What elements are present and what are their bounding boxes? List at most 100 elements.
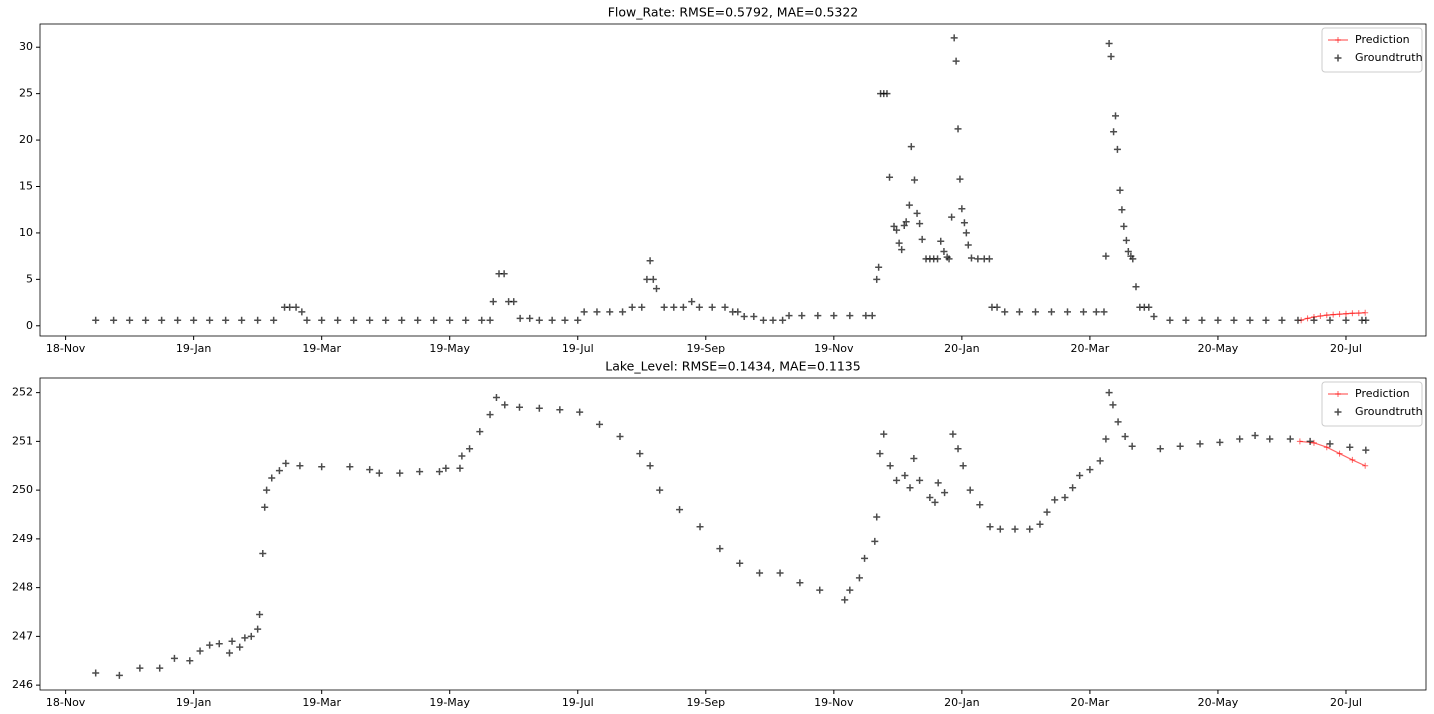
groundtruth-marker <box>366 316 374 324</box>
groundtruth-marker <box>873 513 881 521</box>
groundtruth-marker <box>574 316 582 324</box>
groundtruth-marker <box>476 428 484 436</box>
y-tick-label: 246 <box>12 678 33 691</box>
groundtruth-marker <box>158 316 166 324</box>
groundtruth-marker <box>366 466 374 474</box>
groundtruth-marker <box>1145 303 1153 311</box>
groundtruth-marker <box>263 486 271 494</box>
groundtruth-marker <box>926 493 934 501</box>
groundtruth-marker <box>196 647 204 655</box>
groundtruth-marker <box>206 641 214 649</box>
x-tick-label: 19-May <box>429 342 470 355</box>
groundtruth-marker <box>902 218 910 226</box>
groundtruth-marker <box>779 316 787 324</box>
groundtruth-marker <box>561 316 569 324</box>
groundtruth-marker <box>1120 222 1128 230</box>
groundtruth-marker <box>670 303 678 311</box>
groundtruth-marker <box>1092 308 1100 316</box>
groundtruth-marker <box>1166 316 1174 324</box>
groundtruth-marker <box>435 468 443 476</box>
x-tick-label: 20-Mar <box>1071 342 1110 355</box>
groundtruth-marker <box>261 503 269 511</box>
prediction-marker <box>1310 439 1317 446</box>
groundtruth-marker <box>798 312 806 320</box>
x-tick-label: 19-Jul <box>562 342 594 355</box>
groundtruth-marker <box>949 430 957 438</box>
groundtruth-marker <box>442 464 450 472</box>
groundtruth-marker <box>708 303 716 311</box>
groundtruth-marker <box>873 275 881 283</box>
groundtruth-marker <box>334 316 342 324</box>
y-tick-label: 251 <box>12 434 33 447</box>
groundtruth-marker <box>636 450 644 458</box>
groundtruth-marker <box>1105 389 1113 397</box>
prediction-marker <box>1304 315 1311 322</box>
groundtruth-marker <box>286 303 294 311</box>
groundtruth-marker <box>1196 440 1204 448</box>
groundtruth-marker <box>750 313 758 320</box>
groundtruth-marker <box>1105 40 1113 47</box>
x-tick-label: 19-Mar <box>302 696 341 709</box>
groundtruth-marker <box>1342 316 1350 324</box>
groundtruth-marker <box>1113 145 1121 153</box>
groundtruth-marker <box>736 559 744 567</box>
subplot: Flow_Rate: RMSE=0.5792, MAE=0.5322 18-Nov… <box>19 5 1427 355</box>
x-tick-label: 20-Jul <box>1330 696 1362 709</box>
groundtruth-marker <box>466 445 474 453</box>
groundtruth-marker <box>1230 316 1238 324</box>
groundtruth-marker <box>259 550 267 557</box>
groundtruth-marker <box>142 316 150 324</box>
prediction-marker <box>1349 456 1356 463</box>
groundtruth-marker <box>110 316 118 324</box>
groundtruth-marker <box>1036 520 1044 528</box>
x-tick-label: 20-Mar <box>1071 696 1110 709</box>
groundtruth-marker <box>174 316 182 324</box>
groundtruth-marker <box>886 462 894 470</box>
prediction-marker <box>1362 462 1369 469</box>
groundtruth-marker <box>298 308 306 316</box>
groundtruth-marker <box>941 489 949 497</box>
groundtruth-marker <box>1306 437 1314 445</box>
groundtruth-marker <box>830 312 838 320</box>
legend-label: Prediction <box>1355 387 1410 400</box>
groundtruth-marker <box>396 469 404 477</box>
axes-frame <box>39 377 1427 691</box>
groundtruth-marker <box>646 462 654 470</box>
groundtruth-marker <box>740 313 748 320</box>
x-tick-label: 20-Jan <box>944 342 980 355</box>
groundtruth-marker <box>913 209 921 217</box>
groundtruth-marker <box>606 308 614 316</box>
groundtruth-marker <box>846 312 854 320</box>
groundtruth-marker <box>996 525 1004 533</box>
groundtruth-marker <box>841 596 849 604</box>
groundtruth-marker <box>228 637 236 645</box>
groundtruth-marker <box>890 222 898 230</box>
groundtruth-marker <box>136 664 144 672</box>
groundtruth-marker <box>1128 442 1136 450</box>
groundtruth-marker <box>92 669 100 677</box>
groundtruth-marker <box>275 467 283 475</box>
groundtruth-marker <box>1294 316 1302 324</box>
groundtruth-marker <box>225 649 233 657</box>
groundtruth-marker <box>934 479 942 487</box>
y-tick-label: 0 <box>26 319 33 332</box>
groundtruth-marker <box>268 474 276 482</box>
groundtruth-marker <box>918 235 926 243</box>
y-tick-label: 5 <box>26 272 33 285</box>
groundtruth-marker <box>886 173 894 181</box>
x-tick-label: 19-Jul <box>562 696 594 709</box>
x-tick-label: 20-Jul <box>1330 342 1362 355</box>
groundtruth-marker <box>1251 432 1259 440</box>
groundtruth-marker <box>985 255 993 263</box>
groundtruth-marker <box>679 303 687 311</box>
groundtruth-marker <box>900 222 908 229</box>
groundtruth-marker <box>458 452 466 460</box>
groundtruth-marker <box>676 506 684 514</box>
groundtruth-marker <box>948 213 956 221</box>
x-tick-label: 18-Nov <box>46 696 86 709</box>
groundtruth-marker <box>510 298 518 306</box>
groundtruth-marker <box>696 523 704 531</box>
groundtruth-marker <box>526 314 534 322</box>
groundtruth-marker <box>962 229 970 237</box>
groundtruth-marker <box>769 316 777 324</box>
